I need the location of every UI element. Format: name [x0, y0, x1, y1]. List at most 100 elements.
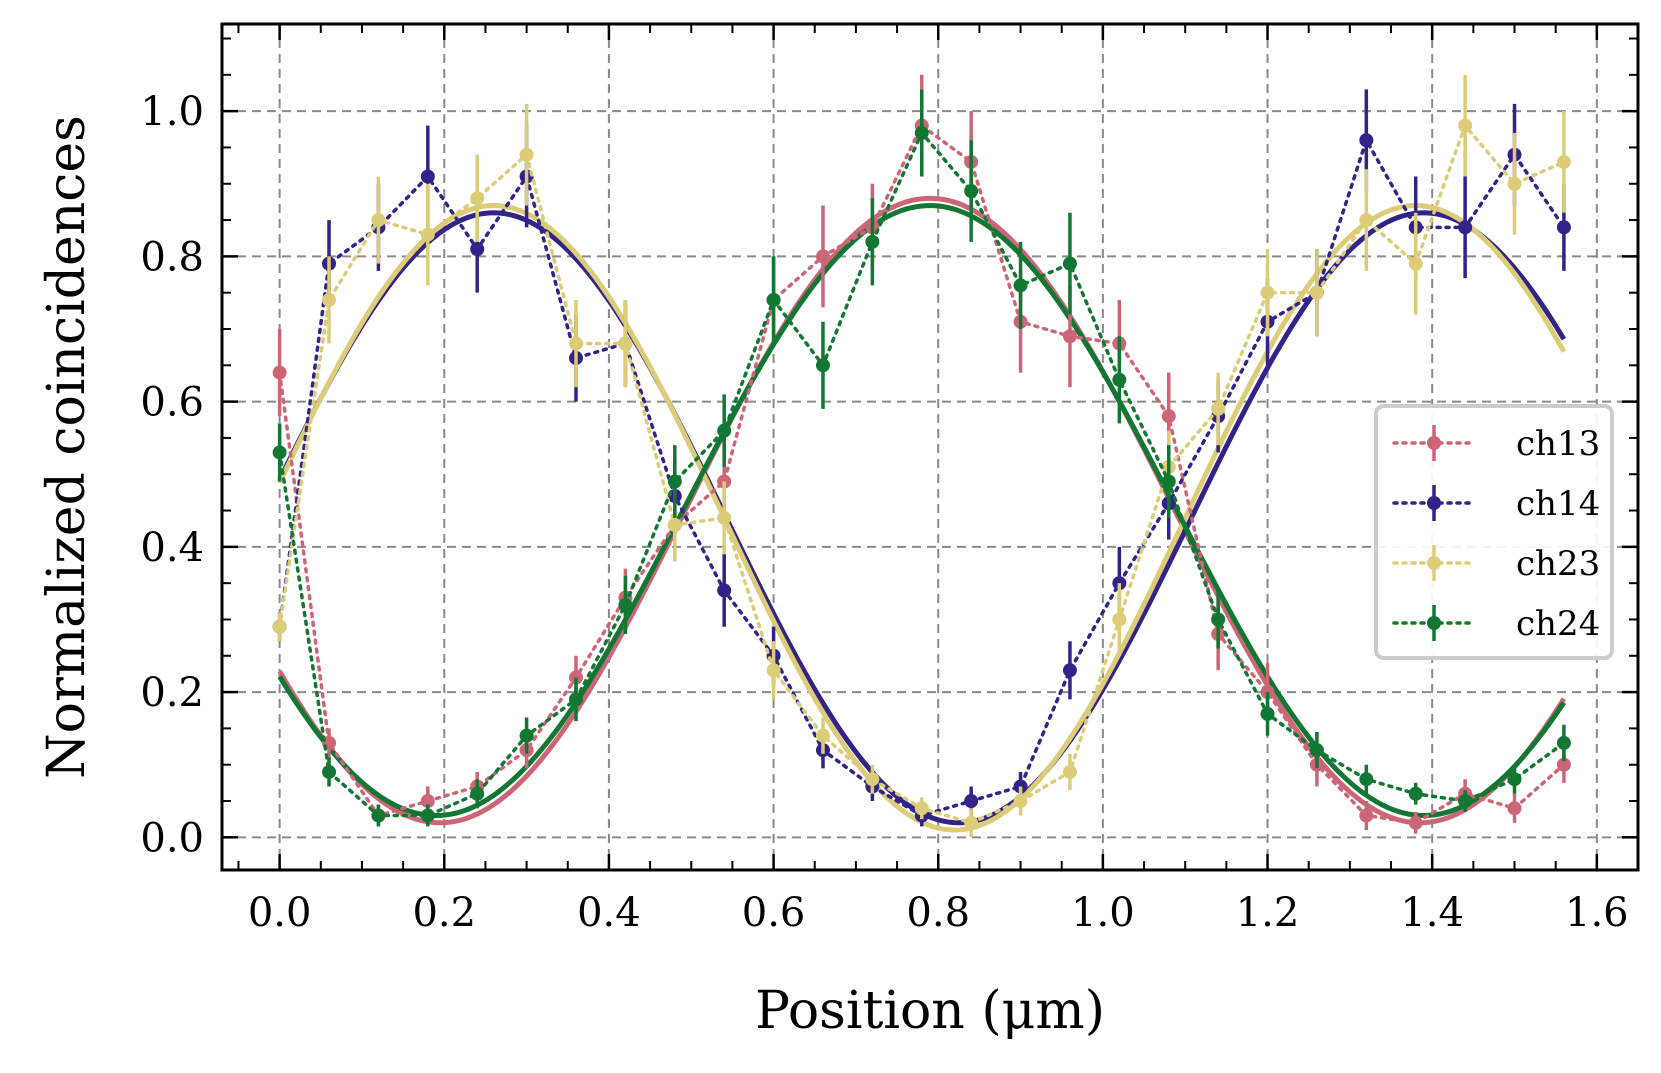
data-point — [1112, 612, 1127, 627]
data-point — [420, 227, 435, 242]
legend-label: ch23 — [1516, 544, 1600, 584]
x-tick-label: 0.6 — [742, 890, 806, 936]
x-tick-label: 0.0 — [248, 890, 312, 936]
legend-entry-ch14: ch14 — [1392, 484, 1600, 524]
y-tick-label: 0.4 — [140, 525, 204, 571]
fit-curve-ch24 — [277, 203, 1566, 819]
data-point — [1062, 764, 1077, 779]
data-point — [371, 808, 386, 823]
data-point — [1359, 133, 1374, 148]
data-point — [1556, 757, 1571, 772]
legend-entry-ch24: ch24 — [1392, 604, 1600, 644]
data-point — [1408, 256, 1423, 271]
data-point — [1458, 118, 1473, 133]
data-point — [717, 583, 732, 598]
data-point — [470, 242, 485, 257]
data-point — [1260, 706, 1275, 721]
legend-marker — [1427, 616, 1441, 630]
data-point — [1062, 256, 1077, 271]
data-point — [618, 597, 633, 612]
data-point — [964, 184, 979, 199]
data-point — [272, 619, 287, 634]
data-point — [1556, 220, 1571, 235]
data-point — [1013, 278, 1028, 293]
data-point — [1112, 372, 1127, 387]
data-point — [470, 786, 485, 801]
data-point — [667, 474, 682, 489]
data-point — [569, 692, 583, 707]
data-point — [1013, 794, 1028, 809]
y-tick-label: 0.6 — [140, 380, 204, 426]
data-point — [1507, 772, 1522, 787]
x-tick-label: 0.8 — [906, 890, 970, 936]
legend-label: ch13 — [1516, 424, 1600, 464]
x-tick-label: 1.2 — [1236, 890, 1300, 936]
data-point — [1507, 176, 1522, 191]
plot-frame — [220, 22, 1640, 872]
data-point — [964, 794, 979, 809]
series-ch24 — [272, 89, 1571, 827]
legend-entry-ch23: ch23 — [1392, 544, 1600, 584]
data-point — [1211, 401, 1226, 416]
legend-marker — [1427, 556, 1441, 570]
data-point — [1211, 612, 1226, 627]
legend-box — [1374, 404, 1614, 660]
data-point — [1408, 815, 1423, 830]
series-ch23 — [272, 74, 1571, 838]
data-series — [272, 74, 1571, 838]
y-tick-label: 0.8 — [140, 234, 204, 280]
tick-labels: 0.0 0.2 0.4 0.6 0.8 1.0 1.2 1.4 1.6 0.0 0.2 0.4 0.6 0… — [140, 89, 1628, 936]
data-point — [1359, 808, 1374, 823]
data-point — [717, 423, 732, 438]
data-point — [322, 292, 337, 307]
data-point — [914, 801, 929, 816]
data-point — [1161, 409, 1176, 424]
data-point — [519, 147, 534, 162]
axis-ticks — [222, 24, 1638, 870]
x-tick-label: 1.6 — [1565, 890, 1629, 936]
legend-label: ch14 — [1516, 484, 1600, 524]
data-point — [420, 794, 435, 809]
x-tick-label: 0.2 — [412, 890, 476, 936]
data-point — [815, 728, 830, 743]
data-point — [865, 234, 880, 249]
data-point — [815, 358, 830, 373]
data-point — [1408, 786, 1423, 801]
data-point — [1507, 801, 1522, 816]
data-point — [420, 808, 435, 823]
x-tick-label: 1.0 — [1071, 890, 1135, 936]
data-point — [569, 336, 583, 351]
data-point — [1309, 743, 1324, 758]
legend-marker — [1427, 496, 1441, 510]
data-point — [766, 663, 781, 678]
data-point — [914, 125, 929, 140]
data-point — [1062, 663, 1077, 678]
x-tick-label: 1.4 — [1400, 890, 1464, 936]
data-point — [519, 728, 534, 743]
y-tick-label: 0.0 — [140, 815, 204, 861]
data-point — [667, 518, 682, 533]
y-axis-title: Normalized coincidences — [37, 115, 97, 779]
x-axis-title: Position (μm) — [755, 981, 1105, 1041]
data-point — [1062, 329, 1077, 344]
data-point — [964, 815, 979, 830]
data-point — [470, 191, 485, 206]
data-point — [322, 764, 337, 779]
legend-entry-ch13: ch13 — [1392, 424, 1600, 464]
data-point — [1161, 474, 1176, 489]
data-point — [1260, 285, 1275, 300]
fit-curve-ch13 — [277, 195, 1567, 826]
data-point — [717, 510, 732, 525]
x-tick-label: 0.4 — [577, 890, 641, 936]
data-point — [371, 213, 386, 228]
legend-label: ch24 — [1516, 604, 1600, 644]
data-point — [420, 169, 435, 184]
legend: ch13 ch14 ch23 ch24 — [1374, 404, 1614, 660]
legend-marker — [1427, 436, 1441, 450]
data-point — [272, 365, 287, 380]
data-point — [618, 336, 633, 351]
data-point — [272, 445, 287, 460]
data-point — [1458, 220, 1473, 235]
data-point — [1556, 735, 1571, 750]
